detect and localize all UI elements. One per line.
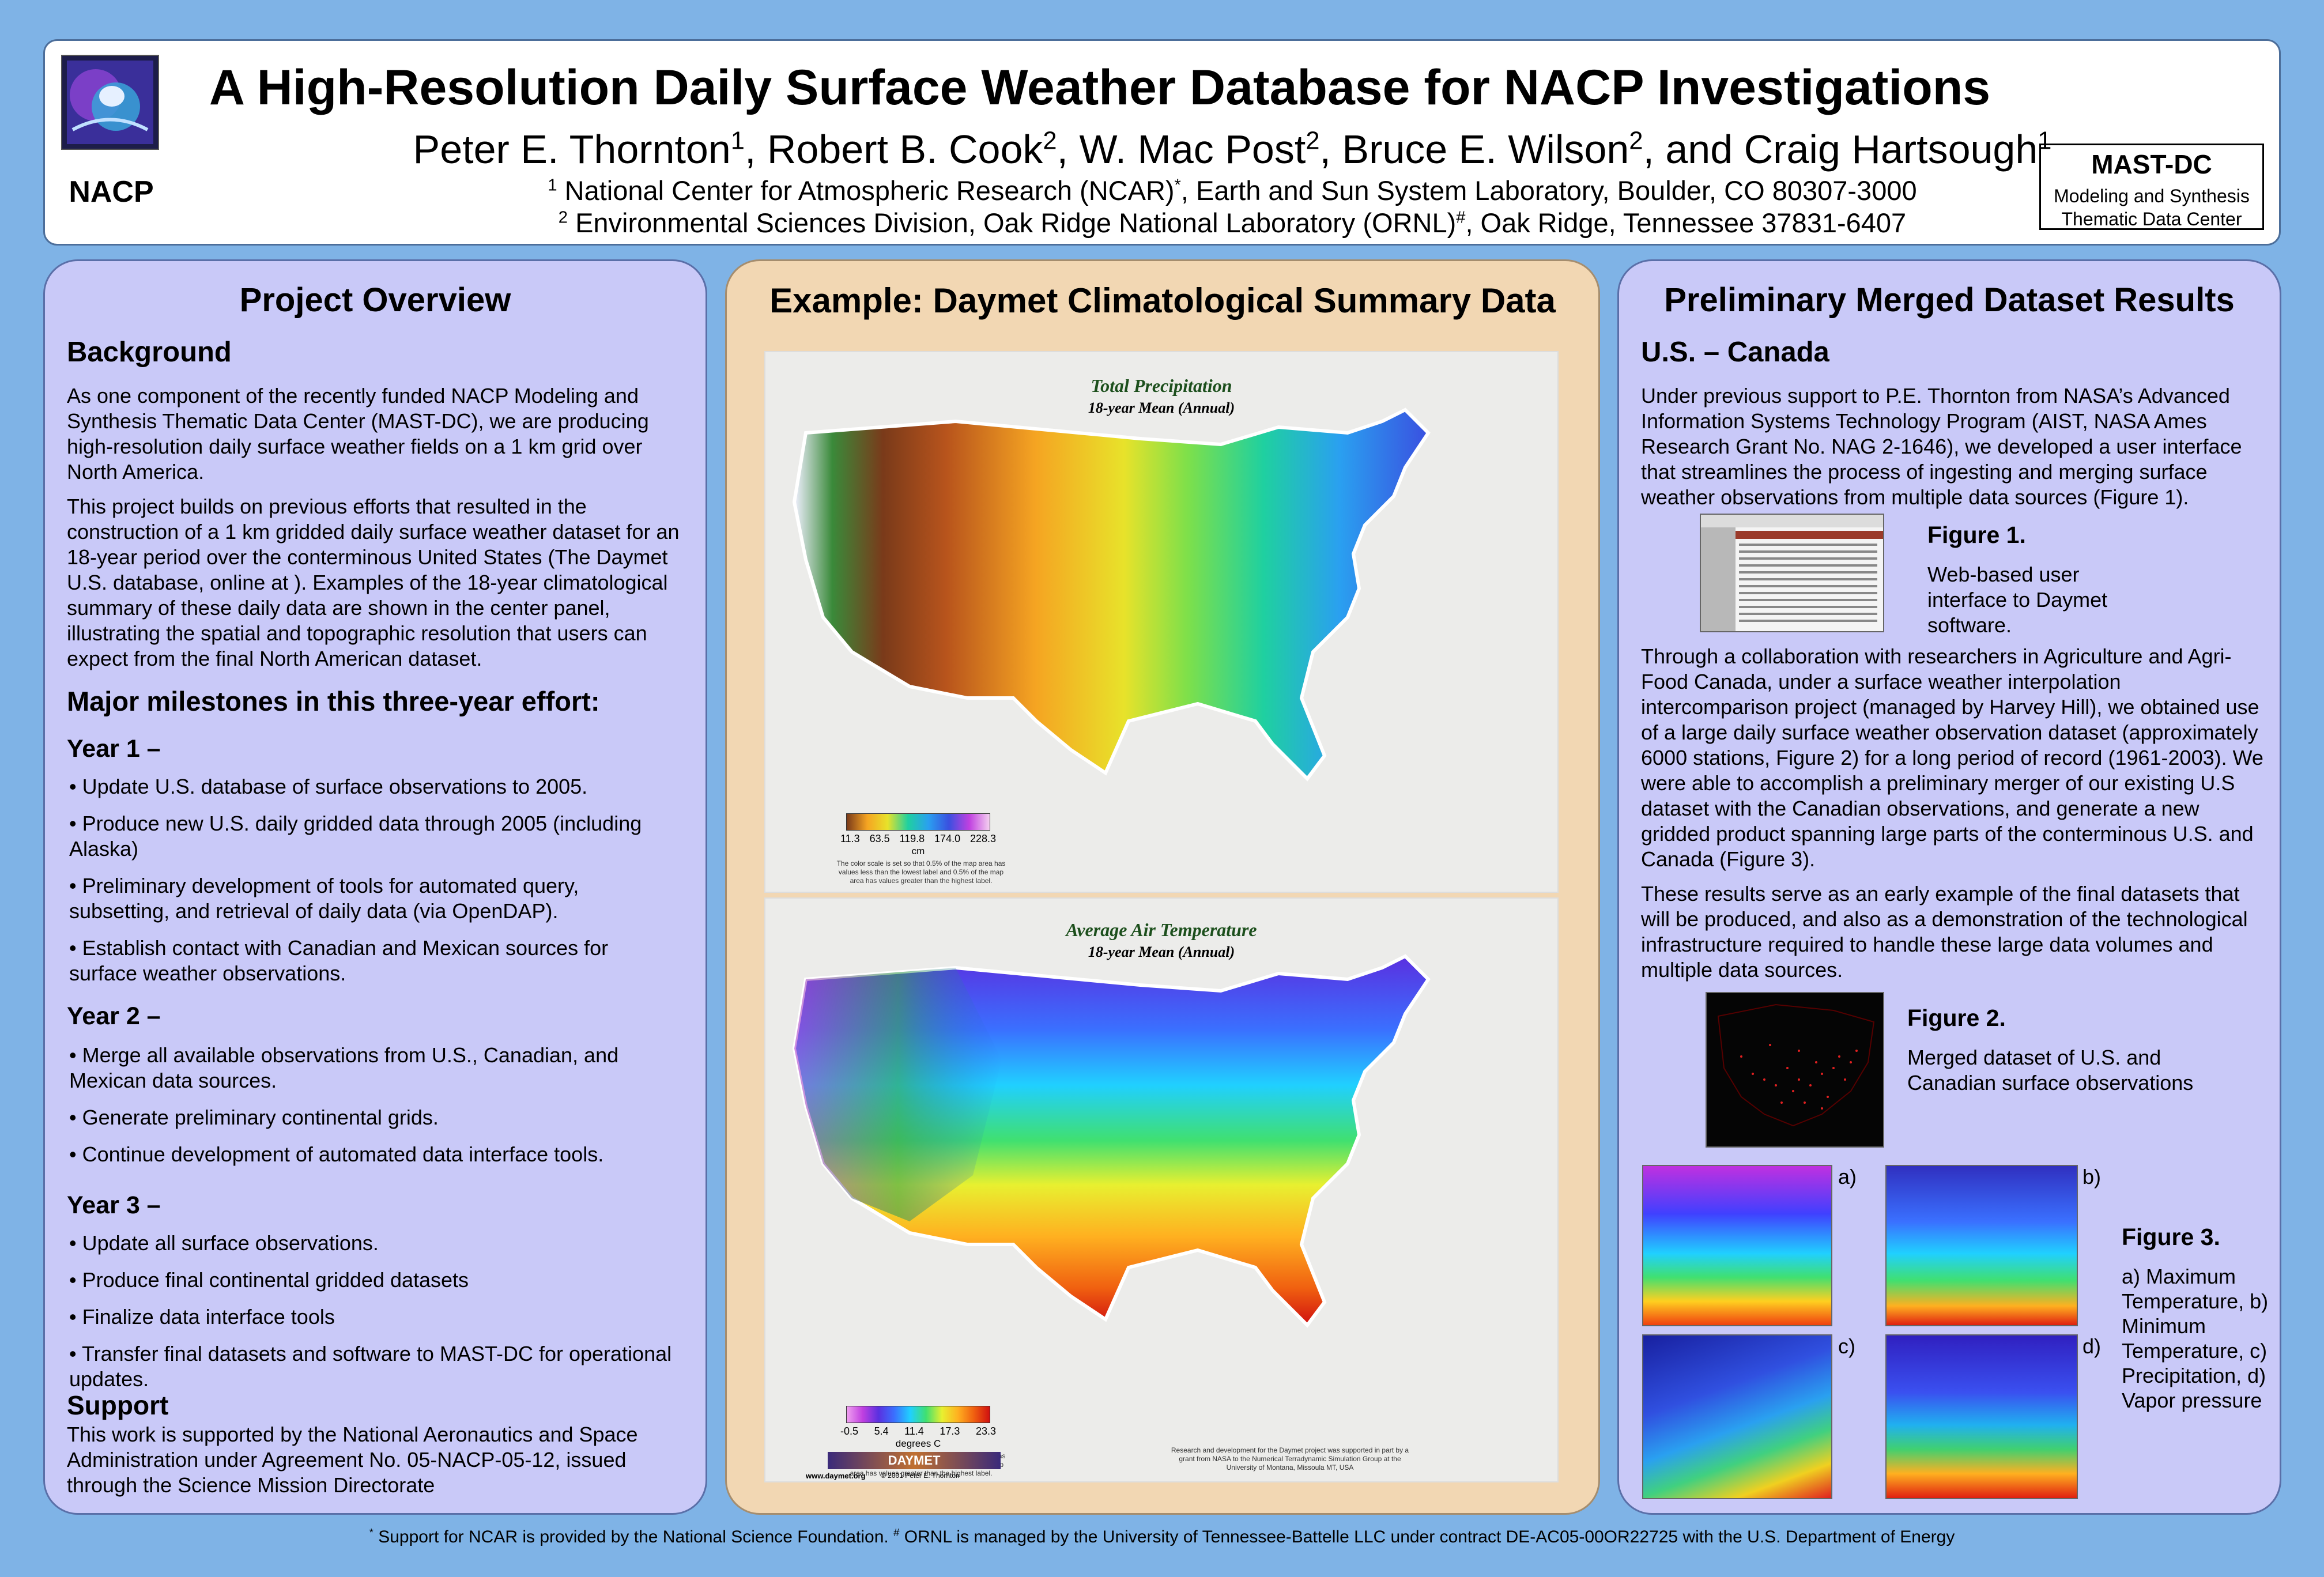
figure3c-map <box>1642 1334 1832 1499</box>
figure1-screenshot <box>1700 514 1884 632</box>
list-item: Preliminary development of tools for aut… <box>69 873 680 924</box>
affiliation-1: 1 National Center for Atmospheric Resear… <box>548 175 1917 206</box>
affiliation-2: 2 Environmental Sciences Division, Oak R… <box>558 207 1907 238</box>
temperature-map-image <box>792 954 1431 1328</box>
tick-label: 119.8 <box>899 833 925 844</box>
author: W. Mac Post2 <box>1079 127 1320 172</box>
project-overview-panel: Project Overview Background As one compo… <box>43 259 707 1515</box>
list-item: Produce new U.S. daily gridded data thro… <box>69 811 680 862</box>
precipitation-map-image <box>792 408 1431 782</box>
map-subtitle: 18-year Mean (Annual) <box>1088 944 1235 960</box>
figure3b-label: b) <box>2082 1165 2102 1189</box>
figure3a-label: a) <box>1838 1165 1857 1189</box>
figure2-caption: Merged dataset of U.S. and Canadian surf… <box>1907 1046 2194 1095</box>
year1-list: Update U.S. database of surface observat… <box>69 774 680 998</box>
support-heading: Support <box>67 1390 169 1420</box>
temperature-unit: degrees C <box>895 1438 941 1449</box>
tick-label: 63.5 <box>869 833 890 844</box>
background-heading: Background <box>67 337 232 368</box>
tick-label: 5.4 <box>874 1425 889 1437</box>
list-item: Produce final continental gridded datase… <box>69 1267 680 1293</box>
panel-title: Project Overview <box>239 281 511 319</box>
tick-label: 23.3 <box>975 1425 996 1437</box>
figure2-station-map <box>1706 992 1884 1148</box>
daymet-logo: DAYMET <box>828 1452 1001 1469</box>
list-item: Update all surface observations. <box>69 1231 680 1256</box>
year3-heading: Year 3 – <box>67 1191 161 1219</box>
temperature-colorbar-ticks: -0.5 5.4 11.4 17.3 23.3 <box>840 1425 996 1438</box>
figure2-title: Figure 2. <box>1907 1005 2006 1031</box>
background-paragraph-1: As one component of the recently funded … <box>67 384 649 484</box>
milestones-heading: Major milestones in this three-year effo… <box>67 686 600 716</box>
tick-label: 17.3 <box>940 1425 960 1437</box>
nacp-label: NACP <box>69 175 154 209</box>
merged-results-panel: Preliminary Merged Dataset Results U.S. … <box>1617 259 2281 1515</box>
map-title: Total Precipitation <box>1091 375 1232 396</box>
tick-label: 11.3 <box>840 833 860 844</box>
year3-list: Update all surface observations. Produce… <box>69 1231 680 1404</box>
temperature-colorbar <box>846 1406 990 1423</box>
author: Peter E. Thornton1 <box>413 127 745 172</box>
figure3b-map <box>1885 1165 2078 1326</box>
footer-note: * Support for NCAR is provided by the Na… <box>369 1526 1955 1546</box>
list-item: Finalize data interface tools <box>69 1304 680 1330</box>
poster-title: A High-Resolution Daily Surface Weather … <box>209 60 1991 115</box>
results-paragraph-1: Under previous support to P.E. Thornton … <box>1641 384 2242 509</box>
figure3c-label: c) <box>1838 1334 1855 1358</box>
panel-title: Preliminary Merged Dataset Results <box>1664 281 2235 319</box>
colorscale-note: The color scale is set so that 0.5% of t… <box>836 859 1006 885</box>
nacp-logo <box>60 54 160 151</box>
list-item: Merge all available observations from U.… <box>69 1043 680 1093</box>
poster-header: NACP A High-Resolution Daily Surface Wea… <box>43 39 2281 246</box>
list-item: Continue development of automated data i… <box>69 1142 680 1167</box>
precipitation-colorbar-ticks: 11.3 63.5 119.8 174.0 228.3 <box>840 833 996 845</box>
daymet-example-panel: Example: Daymet Climatological Summary D… <box>725 259 1600 1515</box>
support-text: This work is supported by the National A… <box>67 1423 638 1497</box>
figure3d-label: d) <box>2082 1334 2102 1358</box>
figure1-title: Figure 1. <box>1927 522 2026 548</box>
temperature-map: Average Air Temperature 18-year Mean (An… <box>764 897 1559 1482</box>
results-paragraph-3: These results serve as an early example … <box>1641 882 2248 982</box>
panel-title: Example: Daymet Climatological Summary D… <box>769 281 1556 320</box>
daymet-copyright: © 2001 Peter E. Thornton <box>881 1472 960 1480</box>
tick-label: 11.4 <box>904 1425 924 1437</box>
year2-heading: Year 2 – <box>67 1002 161 1030</box>
figure1-caption: Web-based user interface to Daymet softw… <box>1927 563 2108 637</box>
mastdc-line2: Thematic Data Center <box>2061 209 2242 229</box>
precipitation-map: Total Precipitation 18-year Mean (Annual… <box>764 351 1559 893</box>
list-item: Generate preliminary continental grids. <box>69 1105 680 1130</box>
background-paragraph-2: This project builds on previous efforts … <box>67 495 680 670</box>
daymet-url[interactable]: www.daymet.org <box>806 1472 866 1480</box>
map-title: Average Air Temperature <box>1066 919 1257 940</box>
author-list: Peter E. Thornton1, Robert B. Cook2, W. … <box>413 127 2052 172</box>
us-canada-heading: U.S. – Canada <box>1641 337 1829 368</box>
tick-label: 228.3 <box>969 833 996 844</box>
list-item: Update U.S. database of surface observat… <box>69 774 680 799</box>
figure3-caption: a) Maximum Temperature, b) Minimum Tempe… <box>2122 1265 2269 1412</box>
list-item: Establish contact with Canadian and Mexi… <box>69 935 680 986</box>
credit-note: Research and development for the Daymet … <box>1171 1446 1409 1472</box>
tick-label: 174.0 <box>934 833 961 844</box>
precipitation-unit: cm <box>911 846 925 857</box>
year2-list: Merge all available observations from U.… <box>69 1043 680 1179</box>
map-subtitle: 18-year Mean (Annual) <box>1088 399 1235 416</box>
results-paragraph-2: Through a collaboration with researchers… <box>1641 644 2263 871</box>
author: and Craig Hartsough1 <box>1665 127 2052 172</box>
tick-label: -0.5 <box>840 1425 859 1437</box>
list-item: Transfer final datasets and software to … <box>69 1341 680 1392</box>
mastdc-title: MAST-DC <box>2091 149 2212 179</box>
figure3a-map <box>1642 1165 1832 1326</box>
mastdc-box: MAST-DC Modeling and Synthesis Thematic … <box>2039 144 2264 230</box>
precipitation-colorbar <box>846 813 990 831</box>
figure3d-map <box>1885 1334 2078 1499</box>
year1-heading: Year 1 – <box>67 735 161 763</box>
author: Robert B. Cook2 <box>767 127 1057 172</box>
author: Bruce E. Wilson2 <box>1342 127 1643 172</box>
mastdc-line1: Modeling and Synthesis <box>2054 186 2250 206</box>
figure3-title: Figure 3. <box>2122 1224 2220 1250</box>
